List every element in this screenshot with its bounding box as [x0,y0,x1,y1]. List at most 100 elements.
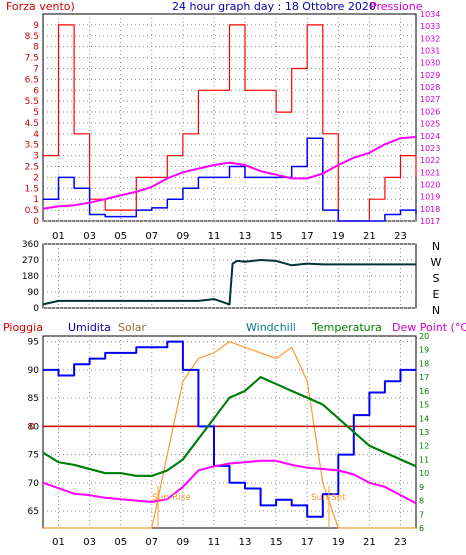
panel1-y2-tick-label: 1019 [420,193,440,202]
solar-series [43,341,416,529]
panel3-y2-tick-label: 15 [419,401,429,410]
panel1-y2-tick-label: 1028 [420,83,440,92]
wind-direction-series [42,259,416,306]
panel1-y2-tick-label: 1031 [420,47,440,56]
panel3-y-tick-label: 70 [28,479,40,489]
panel2-compass-label: S [433,272,440,285]
panel3-y2-tick-label: 16 [419,387,429,396]
panel3-x-tick-label: 19 [332,537,345,548]
panel2-y-tick-label: 180 [22,272,39,282]
temperature-series [42,376,417,477]
legend-rain: Pioggia [3,321,43,334]
panel1-y-tick-label: 4 [33,130,39,140]
panel1-y-tick-label: 3 [33,152,39,162]
panel3-x-tick-label: 15 [270,537,283,548]
panel3-y2-tick-label: 17 [419,373,429,382]
panel3-y-tick-label: 85 [28,394,39,404]
panel3-y2-tick-label: 6 [419,524,424,533]
panel1-x-tick-label: 21 [363,231,376,242]
panel1-y-tick-label: 2 [33,173,39,183]
panel1-x-tick-label: 17 [301,231,314,242]
legend-solar: Solar [118,321,147,334]
sunrise-label: Sun Rise [152,493,191,503]
panel1-y-tick-label: 7.5 [25,54,39,64]
legend-dewpoint: Dew Point (°C) [392,321,466,334]
panel2-compass-label: N [432,304,440,317]
panel1-y2-tick-label: 1021 [420,168,440,177]
panel1-y-tick-label: 6.5 [25,75,39,85]
panel3-y-tick-label: 75 [28,451,39,461]
panel1-x-tick-label: 01 [52,231,65,242]
panel3-y2-tick-label: 20 [419,332,429,341]
panel1-x-tick-label: 09 [177,231,190,242]
panel1-y-tick-label: 6 [33,86,39,96]
panel2-y-tick-label: 360 [22,240,39,250]
header-left-label: Forza vento) [6,0,75,13]
panel1-y-tick-label: 2.5 [25,163,39,173]
panel1-x-tick-label: 07 [145,231,158,242]
panel3-x-tick-label: 01 [52,537,65,548]
panel3-x-tick-label: 09 [177,537,190,548]
panel1-y-tick-label: 0.5 [25,206,39,216]
panel3-y2-tick-label: 19 [419,346,429,355]
humidity-series [43,340,416,518]
panel2-y-tick-label: 0 [33,304,39,314]
panel3-y-tick-label: 65 [28,507,39,517]
panel3-y2-tick-label: 10 [419,469,429,478]
panel3-x-tick-label: 13 [239,537,252,548]
legend-windchill: Windchill [246,321,296,334]
panel2-compass-label: W [431,256,442,269]
panel3-x-tick-label: 23 [394,537,407,548]
panel1-y2-tick-label: 1025 [420,120,440,129]
panel1-x-tick-label: 23 [394,231,407,242]
panel3-y2-tick-label: 8 [419,497,424,506]
panel1-y2-tick-label: 1018 [420,205,440,214]
panel1-y-tick-label: 5.5 [25,97,39,107]
panel1-y-tick-label: 1 [33,195,39,205]
panel3-x-tick-label: 03 [83,537,96,548]
panel3-y-tick-label: 80 [28,422,40,432]
wind-pressure-panel: 00.511.522.533.544.555.566.577.588.59 101… [25,10,441,242]
sunset-label: Sun Set [311,493,346,503]
panel1-y-tick-label: 8.5 [25,32,39,42]
panel1-y-tick-label: 1.5 [25,184,39,194]
panel3-y2-tick-label: 11 [419,455,429,464]
header-right-label: Pressione [370,0,423,13]
panel3-x-tick-label: 11 [208,537,221,548]
panel3-y2-tick-label: 18 [419,359,429,368]
panel1-y-tick-label: 4.5 [25,119,39,129]
panel1-y2-tick-label: 1022 [420,156,440,165]
panel3-x-tick-label: 05 [114,537,127,548]
panel3-y2-tick-label: 7 [419,510,424,519]
panel3-y2-tick-label: 9 [419,483,424,492]
panel1-x-tick-label: 15 [270,231,283,242]
panel1-y2-tick-label: 1023 [420,144,440,153]
panel3-y2-tick-label: 13 [419,428,429,437]
panel1-y2-tick-label: 1017 [420,217,440,226]
panel3-y2-tick-label: 12 [419,442,429,451]
panel1-y2-tick-label: 1024 [420,132,440,141]
panel1-x-tick-label: 03 [83,231,96,242]
panel2-y-tick-label: 90 [28,288,40,298]
panel1-y-tick-label: 8 [33,43,39,53]
panel3-frame [42,335,417,529]
temperature-humidity-panel: 65 70 75 80 85 90 95 6 7 8 9 10 11 12 13 14 15 16 17 18 19 20… [28,332,430,548]
panel1-y2-tick-label: 1032 [420,34,440,43]
panel1-x-tick-label: 05 [114,231,127,242]
panel1-y-tick-label: 0 [33,217,39,227]
panel3-y-tick-label: 95 [28,338,39,348]
panel1-y2-tick-label: 1027 [420,95,440,104]
panel2-compass-label: E [433,288,440,301]
panel3-y-tick-label: 90 [28,366,40,376]
panel1-y2-tick-label: 1034 [420,10,440,19]
panel1-y-tick-label: 3.5 [25,141,39,151]
panel1-x-tick-label: 19 [332,231,345,242]
legend-temperature: Temperatura [311,321,382,334]
panel3-rain-zero-label: 0 [29,422,35,432]
dewpoint-series [42,459,417,505]
panel1-y2-tick-label: 1030 [420,59,440,68]
panel3-x-tick-label: 07 [145,537,158,548]
header-title: 24 hour graph day : 18 Ottobre 2020 [172,0,376,13]
